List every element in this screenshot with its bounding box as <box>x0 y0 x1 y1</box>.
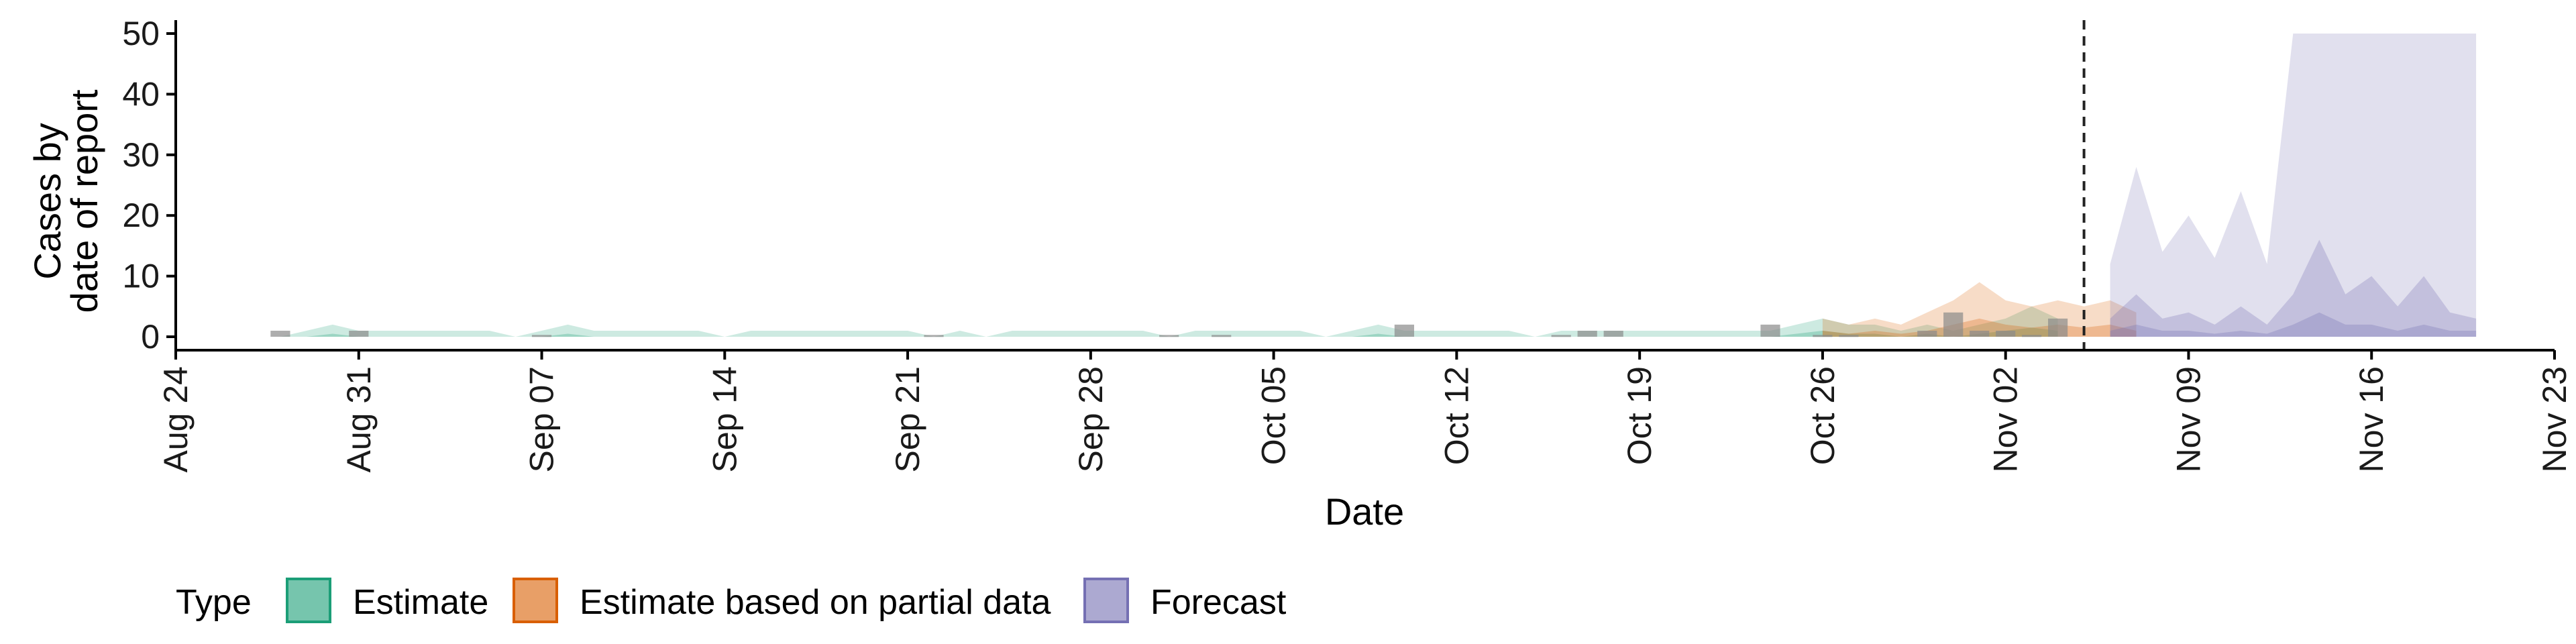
x-tick-label: Nov 16 <box>2353 366 2390 472</box>
y-tick-label: 0 <box>141 318 160 356</box>
x-tick-label: Aug 24 <box>157 366 195 472</box>
x-tick-label: Aug 31 <box>340 366 378 472</box>
reported-case-bar <box>1970 331 1990 337</box>
reported-case-bar <box>924 335 944 337</box>
reported-case-bar <box>1917 331 1937 337</box>
legend-key <box>1083 578 1129 623</box>
reported-cases-layer <box>270 312 2068 337</box>
x-tick-label: Sep 28 <box>1072 366 1110 472</box>
axes: 0 10 20 30 40 50 Aug 24 Aug 31 Sep 07 Sep 14 Sep 2… <box>122 15 2573 472</box>
legend: Type Estimate Estimate based on partial d… <box>176 578 1287 623</box>
x-tick-label: Sep 14 <box>706 366 743 472</box>
legend-key <box>286 578 331 623</box>
reported-case-bar <box>1943 312 1964 337</box>
x-tick-label: Oct 12 <box>1438 366 1475 465</box>
x-tick-label: Oct 05 <box>1255 366 1293 465</box>
reported-case-bar <box>270 331 290 337</box>
reported-case-bar <box>2048 318 2068 337</box>
reported-case-bar <box>1577 331 1597 337</box>
legend-label: Estimate <box>353 583 488 622</box>
legend-key <box>513 578 558 623</box>
y-tick-label: 50 <box>122 15 160 52</box>
legend-title: Type <box>176 583 252 622</box>
reported-case-bar <box>1813 335 1833 337</box>
x-tick-label: Nov 02 <box>1987 366 2025 472</box>
reported-case-bar <box>1159 335 1179 337</box>
legend-label: Estimate based on partial data <box>580 583 1051 622</box>
x-tick-label: Sep 07 <box>523 366 561 472</box>
ribbon-estimate-upper50 <box>280 327 2058 337</box>
reported-case-bar <box>1551 335 1571 337</box>
ribbon-estimate-upper90 <box>280 306 2058 337</box>
y-tick-label: 40 <box>122 75 160 113</box>
x-tick-label: Nov 23 <box>2536 366 2573 472</box>
reported-case-bar <box>1394 324 1414 337</box>
y-axis-title-line1: Cases by <box>26 123 68 279</box>
reported-case-bar <box>1760 324 1780 337</box>
ribbon-forecast-upper50 <box>2110 239 2477 337</box>
reported-case-bar <box>1212 335 1232 337</box>
x-tick-label: Nov 09 <box>2170 366 2208 472</box>
ribbon-forecast-upper20 <box>2110 312 2477 337</box>
reported-case-bar <box>531 335 552 337</box>
reported-case-bar <box>1839 335 1859 337</box>
x-axis-title: Date <box>1325 490 1404 533</box>
reported-case-bar <box>2022 335 2042 337</box>
y-tick-label: 30 <box>122 136 160 174</box>
ribbon-forecast-upper90 <box>2110 34 2477 337</box>
y-tick-label: 20 <box>122 197 160 234</box>
x-tick-label: Oct 26 <box>1804 366 1841 465</box>
reported-case-bar <box>1603 331 1623 337</box>
legend-label: Forecast <box>1150 583 1287 622</box>
y-tick-label: 10 <box>122 258 160 295</box>
x-tick-label: Sep 21 <box>889 366 926 472</box>
reported-case-bar <box>349 331 369 337</box>
x-tick-label: Oct 19 <box>1621 366 1658 465</box>
reported-case-bar <box>1996 331 2016 337</box>
y-axis-title-line2: date of report <box>63 89 105 313</box>
ribbon-layer <box>280 34 2477 337</box>
